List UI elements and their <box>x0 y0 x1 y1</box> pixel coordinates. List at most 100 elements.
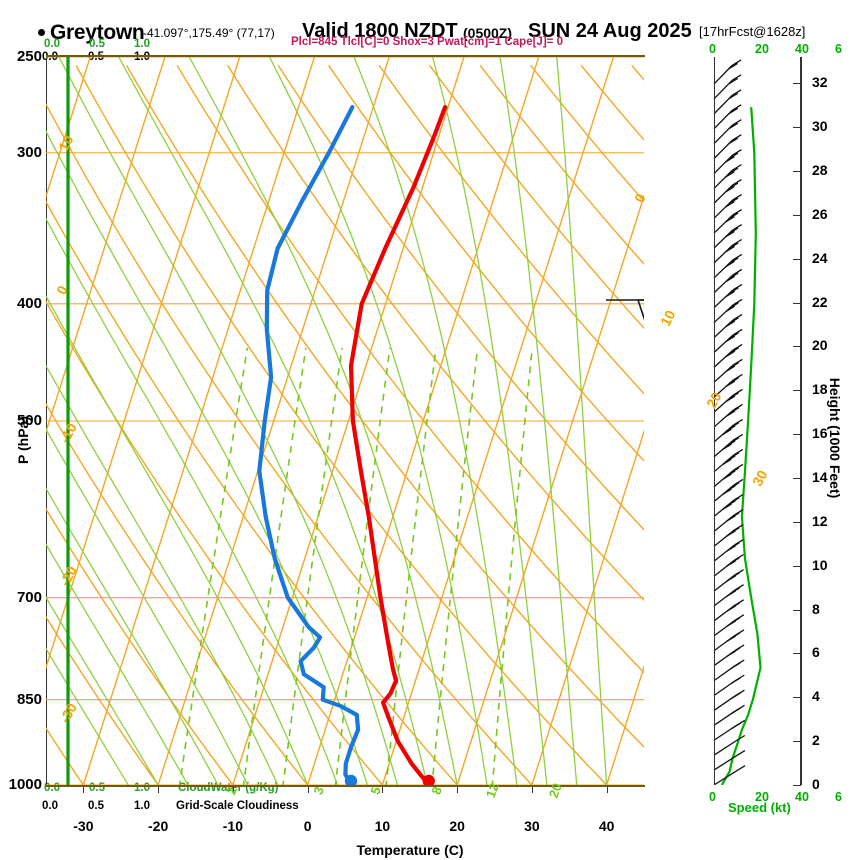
dry-adiabat <box>530 64 644 203</box>
wind-barb-panel[interactable] <box>645 57 790 786</box>
wind-barb-flag <box>726 605 737 612</box>
wind-barb-flag <box>726 530 736 537</box>
speed-profile-line <box>720 107 762 786</box>
plot-top-border <box>46 55 645 57</box>
mixing-ratio-line <box>282 347 343 785</box>
wind-barb-flag <box>726 620 737 627</box>
height-tick <box>793 697 801 699</box>
dry-adiabat <box>176 64 644 674</box>
moist-adiabat <box>46 647 129 785</box>
dry-adiabat <box>378 64 644 395</box>
dry-adiabat <box>479 64 644 266</box>
pressure-tick-label: 700 <box>16 588 42 606</box>
height-tick-label: 30 <box>812 118 828 135</box>
height-tick <box>793 127 801 129</box>
wind-barb-flag <box>728 92 739 100</box>
wind-barb-flag <box>725 215 735 223</box>
wind-barb-flag <box>725 305 736 313</box>
wind-barb-flag <box>732 358 743 366</box>
wind-barb-flag <box>725 335 736 343</box>
forecast-age: [17hrFcst@1628z] <box>699 24 806 39</box>
dry-adiabat <box>46 300 384 785</box>
temperature-tick <box>307 787 309 793</box>
wind-barb-flag <box>729 422 740 429</box>
pressure-axis-label: P (hPa) <box>15 416 31 464</box>
wind-barb-flag <box>728 287 739 294</box>
isotherm-line <box>381 57 615 785</box>
wind-barb-flag <box>728 242 739 250</box>
dry-adiabat <box>227 64 644 602</box>
wind-barb-flag <box>724 156 735 163</box>
dry-adiabat <box>46 615 160 785</box>
wind-barb-flag <box>728 152 739 160</box>
height-tick-label: 18 <box>812 381 828 398</box>
moist-adiabat <box>353 57 518 785</box>
moist-adiabat <box>46 487 219 785</box>
height-tick <box>793 346 801 348</box>
temperature-profile-line <box>348 105 448 785</box>
wind-barb-flag <box>735 750 746 757</box>
mixing-ratio-line <box>491 347 534 785</box>
height-tick-label: 8 <box>812 600 820 617</box>
height-tick-label: 22 <box>812 293 828 310</box>
wind-barb-flag <box>728 167 739 175</box>
wind-barb-flag <box>729 467 740 474</box>
surface-dewpoint-marker <box>344 774 358 785</box>
wind-barb-flag <box>726 590 737 597</box>
dry-adiabat <box>631 64 644 81</box>
wind-barb-flag <box>721 443 732 451</box>
stability-indices: Plcl=845 Tlcl[C]=0 Shox=3 Pwat[cm]=1 Cap… <box>291 36 563 48</box>
wind-barb-flag <box>722 458 732 466</box>
isotherm-line <box>46 57 91 199</box>
wind-barb-flag <box>725 455 736 462</box>
height-tick <box>793 521 801 523</box>
wind-barb-flag <box>731 707 741 715</box>
wind-barb-flag <box>728 77 738 85</box>
wind-barb-flag <box>729 437 740 444</box>
cloudiness-tick: 0.5 <box>88 800 104 812</box>
mixing-ratio-line <box>431 347 479 785</box>
height-axis <box>800 57 802 785</box>
cloudiness-tick: 0.0 <box>42 800 58 812</box>
height-tick-label: 24 <box>812 249 828 266</box>
wind-barb-flag <box>728 197 739 205</box>
wind-barb-flag <box>728 122 739 130</box>
height-tick <box>793 258 801 260</box>
wind-canvas <box>713 59 762 786</box>
height-tick-label: 12 <box>812 512 828 529</box>
height-tick <box>793 653 801 655</box>
wind-barb-flag <box>725 171 735 178</box>
wind-barb-flag <box>726 650 737 657</box>
height-tick-label: 0 <box>812 776 820 792</box>
moist-adiabat <box>46 428 249 785</box>
wind-barb-flag <box>730 662 741 669</box>
pressure-tick-label: 250 <box>16 48 42 65</box>
moist-adiabat <box>58 57 398 785</box>
wind-barb-flag <box>731 722 741 730</box>
wind-barb-flag <box>729 407 740 414</box>
height-tick-label: 2 <box>812 732 820 749</box>
wind-barb-flag <box>726 560 736 567</box>
speed-tick-label: 6 <box>835 42 842 56</box>
speed-tick-label: 0 <box>709 42 716 56</box>
wind-barb-flag <box>729 362 739 369</box>
height-tick <box>793 214 801 216</box>
skewt-plot-area[interactable] <box>46 57 644 785</box>
wind-barb-flag <box>725 350 736 358</box>
temperature-tick <box>606 787 608 793</box>
mixing-ratio-line <box>178 347 249 785</box>
wind-barb-flag <box>728 227 739 235</box>
wind-barb-shaft <box>713 740 737 756</box>
mixing-ratio-line <box>385 347 437 785</box>
dry-adiabat <box>46 726 85 785</box>
cloudiness-axis-label: Grid-Scale Cloudiness <box>176 800 299 812</box>
height-tick-label: 32 <box>812 74 828 91</box>
temperature-tick-label: 40 <box>598 818 615 834</box>
wind-barb-flag <box>732 283 743 291</box>
wind-barb-flag <box>729 512 740 519</box>
wind-barb-flag <box>725 500 736 507</box>
wind-barb-flag <box>735 734 746 742</box>
wind-barb-flag <box>725 440 736 448</box>
wind-barb-flag <box>733 373 743 381</box>
temperature-tick-label: 10 <box>374 818 391 834</box>
